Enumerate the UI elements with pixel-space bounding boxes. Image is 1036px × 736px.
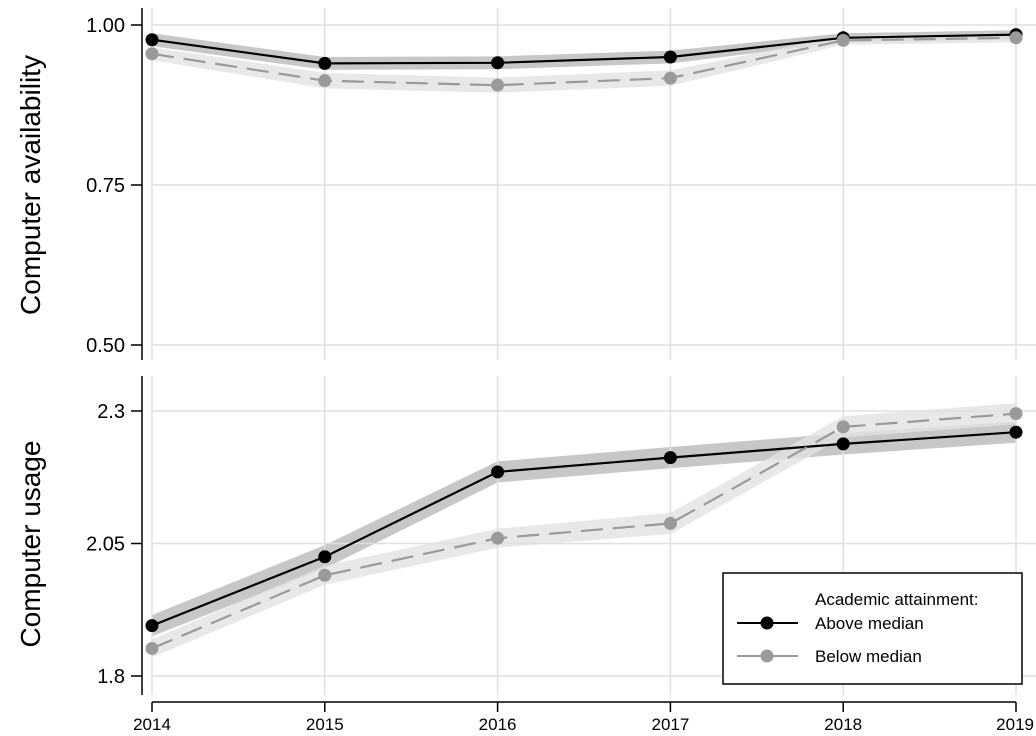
usage-line-above [151, 431, 1017, 627]
availability-point-below-2015 [318, 74, 332, 88]
usage-point-below-2014 [145, 641, 159, 655]
usage-point-below-2017 [663, 516, 677, 530]
availability-y-label: Computer availability [15, 55, 46, 315]
legend-below-marker [760, 649, 774, 663]
availability-ci-bands [152, 30, 1016, 93]
x-tick-label-2017: 2017 [651, 715, 689, 734]
availability-y-axis: 0.50 0.75 1.00 [86, 8, 143, 360]
availability-point-below-2018 [836, 33, 850, 47]
usage-point-below-2016 [491, 531, 505, 545]
availability-point-above-2016 [491, 56, 505, 70]
usage-line-below [151, 412, 1017, 650]
availability-point-above-2015 [318, 56, 332, 70]
usage-y-tick-label: 1.8 [97, 666, 125, 688]
availability-lines [151, 33, 1017, 87]
x-tick-label-2018: 2018 [824, 715, 862, 734]
availability-y-tick-label: 1.00 [86, 15, 125, 37]
usage-point-above-2018 [836, 437, 850, 451]
legend-above-label: Above median [815, 614, 924, 633]
x-tick-label-2016: 2016 [479, 715, 517, 734]
availability-points [145, 28, 1023, 92]
availability-point-below-2014 [145, 47, 159, 61]
usage-point-below-2015 [318, 568, 332, 582]
availability-point-above-2017 [663, 50, 677, 64]
usage-point-above-2014 [145, 619, 159, 633]
usage-point-above-2019 [1009, 425, 1023, 439]
legend: Academic attainment: Above median Below … [722, 572, 1023, 685]
availability-point-above-2014 [145, 33, 159, 47]
availability-y-tick-label: 0.50 [86, 335, 125, 357]
usage-point-above-2016 [491, 465, 505, 479]
usage-point-above-2015 [318, 550, 332, 564]
availability-point-below-2016 [491, 78, 505, 92]
availability-line-below [151, 36, 1017, 87]
availability-line-above [151, 33, 1017, 65]
usage-y-axis: 1.8 2.05 2.3 [86, 376, 143, 695]
usage-point-below-2018 [836, 420, 850, 434]
availability-point-below-2019 [1009, 31, 1023, 45]
availability-point-below-2017 [663, 71, 677, 85]
usage-y-tick-label: 2.3 [97, 401, 125, 423]
usage-points [145, 407, 1023, 655]
x-tick-label-2015: 2015 [306, 715, 344, 734]
usage-point-below-2019 [1009, 407, 1023, 421]
availability-grid [151, 8, 1036, 360]
legend-below-label: Below median [815, 647, 922, 666]
availability-ci-band-above [152, 30, 1016, 70]
availability-panel: 0.50 0.75 1.00 Computer availability [15, 8, 1036, 360]
legend-box [722, 572, 1023, 685]
usage-point-above-2017 [663, 451, 677, 465]
x-tick-label-2019: 2019 [996, 715, 1034, 734]
legend-title: Academic attainment: [815, 590, 978, 609]
legend-above-marker [760, 616, 774, 630]
usage-panel: 1.8 2.05 2.3 Computer usage [15, 376, 1036, 695]
usage-lines [151, 412, 1017, 650]
usage-y-tick-label: 2.05 [86, 534, 125, 556]
x-tick-label-2014: 2014 [133, 715, 171, 734]
usage-y-label: Computer usage [15, 440, 46, 647]
x-axis: 2014 2015 2016 2017 2018 2019 [133, 701, 1034, 734]
availability-y-tick-label: 0.75 [86, 175, 125, 197]
availability-ci-band-below [152, 33, 1016, 93]
